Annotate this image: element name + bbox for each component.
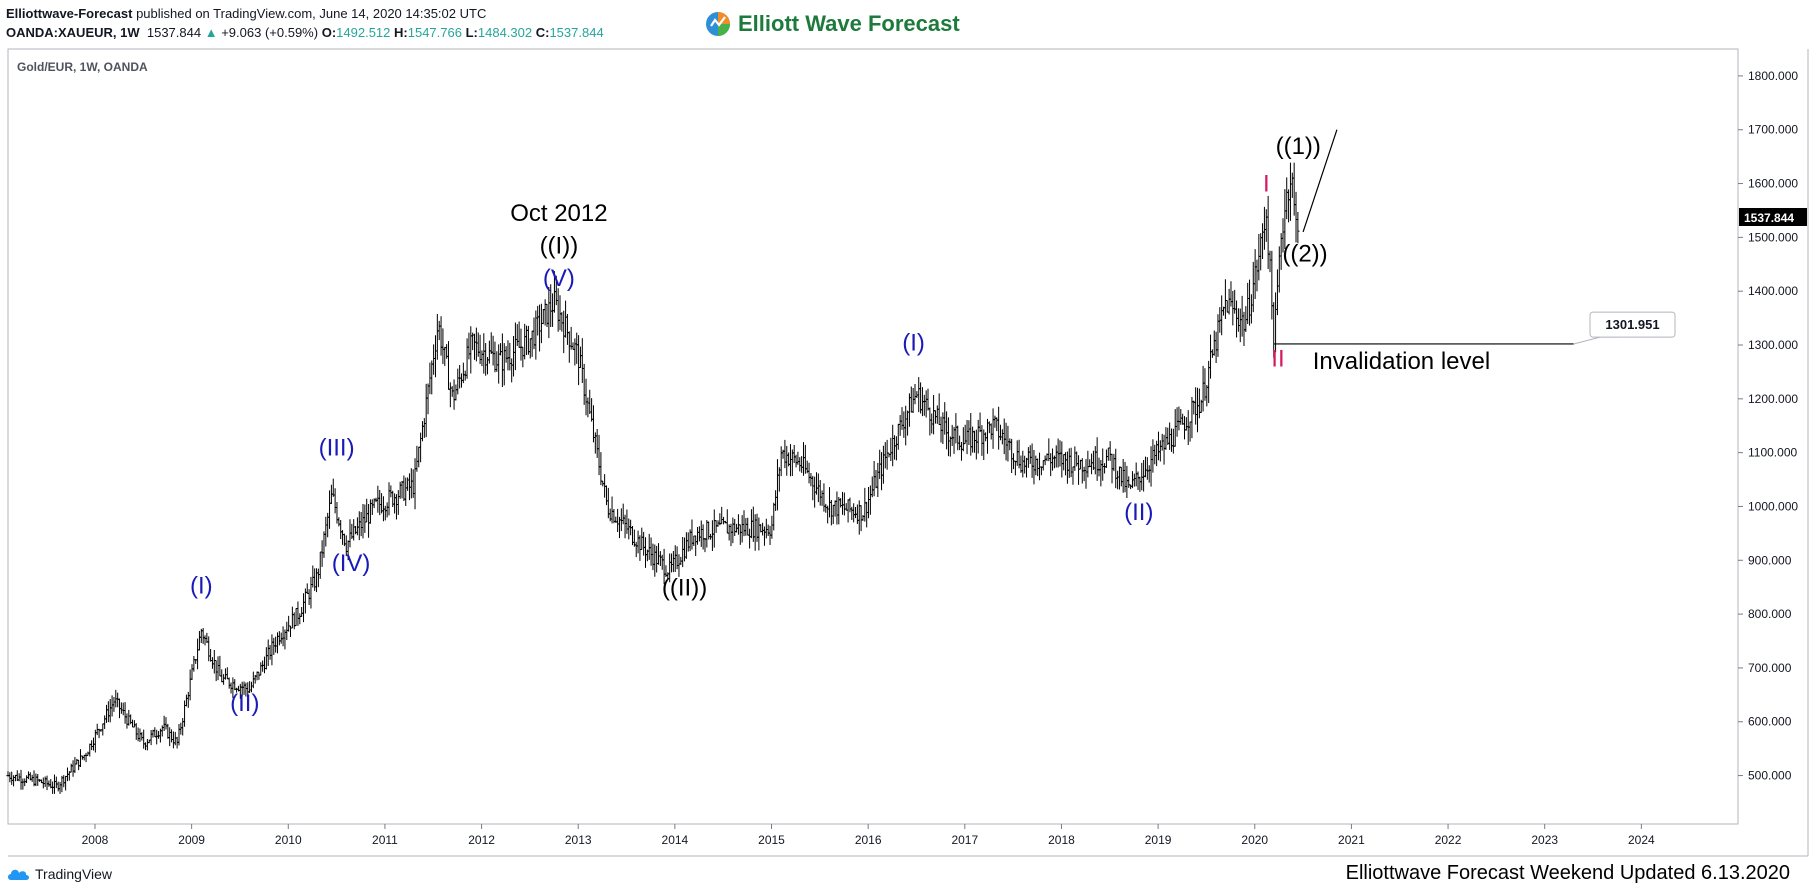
change-value: +9.063 (+0.59%) — [221, 25, 319, 40]
y-tick-label: 1300.000 — [1748, 338, 1798, 352]
y-tick-label: 1200.000 — [1748, 392, 1798, 406]
wave-label: ((II)) — [662, 574, 707, 601]
projection-line[interactable] — [1302, 129, 1338, 233]
pane-label: Gold/EUR, 1W, OANDA — [17, 60, 148, 74]
x-tick-label: 2023 — [1531, 833, 1558, 847]
close-value: 1537.844 — [549, 25, 604, 40]
tradingview-cloud-icon — [8, 869, 29, 880]
x-tick-label: 2019 — [1145, 833, 1172, 847]
x-tick-label: 2014 — [662, 833, 689, 847]
x-tick-label: 2022 — [1435, 833, 1462, 847]
low-value: 1484.302 — [477, 25, 533, 40]
chart-header: Elliottwave-Forecast published on Tradin… — [0, 0, 1818, 48]
wave-label: (III) — [319, 434, 355, 461]
last-price: 1537.844 — [146, 25, 202, 40]
wave-label: Oct 2012 — [510, 200, 607, 227]
last-price-tag — [1739, 208, 1807, 227]
last-price-tag-label: 1537.844 — [1744, 211, 1794, 225]
y-tick-label: 1700.000 — [1748, 123, 1798, 137]
wave-label: (I) — [190, 573, 213, 600]
brand-logo: Elliott Wave Forecast — [704, 10, 960, 38]
x-tick-label: 2012 — [468, 833, 495, 847]
ohlc-legend: OANDA:XAUEUR, 1W 1537.844 ▲ +9.063 (+0.5… — [6, 25, 604, 40]
y-tick-label: 1000.000 — [1748, 499, 1798, 513]
publisher-name[interactable]: Elliottwave-Forecast — [6, 6, 133, 21]
wave-label: (II) — [230, 690, 259, 717]
x-tick-label: 2009 — [178, 833, 205, 847]
y-tick-label: 700.000 — [1748, 661, 1792, 675]
y-tick-label: 500.000 — [1748, 769, 1792, 783]
y-tick-label: 1800.000 — [1748, 69, 1798, 83]
wave-label: ((1)) — [1276, 133, 1321, 160]
x-tick-label: 2016 — [855, 833, 882, 847]
open-label: O: — [321, 25, 337, 40]
update-note: Elliottwave Forecast Weekend Updated 6.1… — [1345, 862, 1790, 884]
symbol-label[interactable]: OANDA:XAUEUR, 1W — [6, 25, 140, 40]
x-tick-label: 2010 — [275, 833, 302, 847]
wave-label: (IV) — [332, 550, 371, 577]
wave-label: (II) — [1124, 499, 1153, 526]
plot-area[interactable] — [7, 48, 1739, 825]
ohlc-bar — [1296, 211, 1300, 244]
wave-label: II — [1271, 346, 1284, 373]
price-chart[interactable]: Gold/EUR, 1W, OANDA 500.000 600.000 700.000… — [0, 48, 1818, 860]
y-tick-label: 900.000 — [1748, 553, 1792, 567]
published-text: published on TradingView.com, June 14, 2… — [136, 6, 487, 21]
y-tick-label: 1400.000 — [1748, 284, 1798, 298]
high-label: H: — [394, 25, 408, 40]
tradingview-brand[interactable]: TradingView — [6, 866, 112, 882]
low-label: L: — [465, 25, 478, 40]
x-tick-label: 2015 — [758, 833, 785, 847]
high-value: 1547.766 — [407, 25, 462, 40]
y-tick-label: 1600.000 — [1748, 177, 1798, 191]
invalidation-label: Invalidation level — [1313, 348, 1490, 375]
wave-label: (I) — [902, 329, 925, 356]
invalidation-callout[interactable] — [1589, 311, 1676, 338]
publish-info: Elliottwave-Forecast published on Tradin… — [6, 6, 486, 21]
x-tick-label: 2017 — [951, 833, 978, 847]
invalidation-callout-value: 1301.951 — [1605, 317, 1659, 332]
wave-label: ((I)) — [540, 233, 579, 260]
wave-label: I — [1263, 171, 1270, 198]
chart-footer: TradingView Elliottwave Forecast Weekend… — [0, 860, 1818, 895]
wave-label: (V) — [543, 265, 575, 292]
open-value: 1492.512 — [336, 25, 391, 40]
y-tick-label: 800.000 — [1748, 607, 1792, 621]
ewf-globe-logo-icon — [706, 12, 730, 36]
wave-label: ((2)) — [1282, 241, 1327, 268]
y-tick-label: 1500.000 — [1748, 230, 1798, 244]
brand-name: Elliott Wave Forecast — [738, 11, 960, 36]
x-tick-label: 2011 — [372, 833, 398, 847]
change-arrow-icon: ▲ — [204, 25, 218, 40]
x-tick-label: 2020 — [1241, 833, 1268, 847]
y-tick-label: 1100.000 — [1748, 446, 1797, 460]
x-tick-label: 2013 — [565, 833, 592, 847]
close-label: C: — [535, 25, 550, 40]
y-tick-label: 600.000 — [1748, 715, 1792, 729]
x-tick-label: 2024 — [1628, 833, 1655, 847]
ohlc-bars[interactable] — [6, 162, 1300, 794]
x-tick-label: 2008 — [82, 833, 109, 847]
x-tick-label: 2021 — [1338, 833, 1365, 847]
x-tick-label: 2018 — [1048, 833, 1075, 847]
tradingview-label: TradingView — [35, 866, 113, 882]
